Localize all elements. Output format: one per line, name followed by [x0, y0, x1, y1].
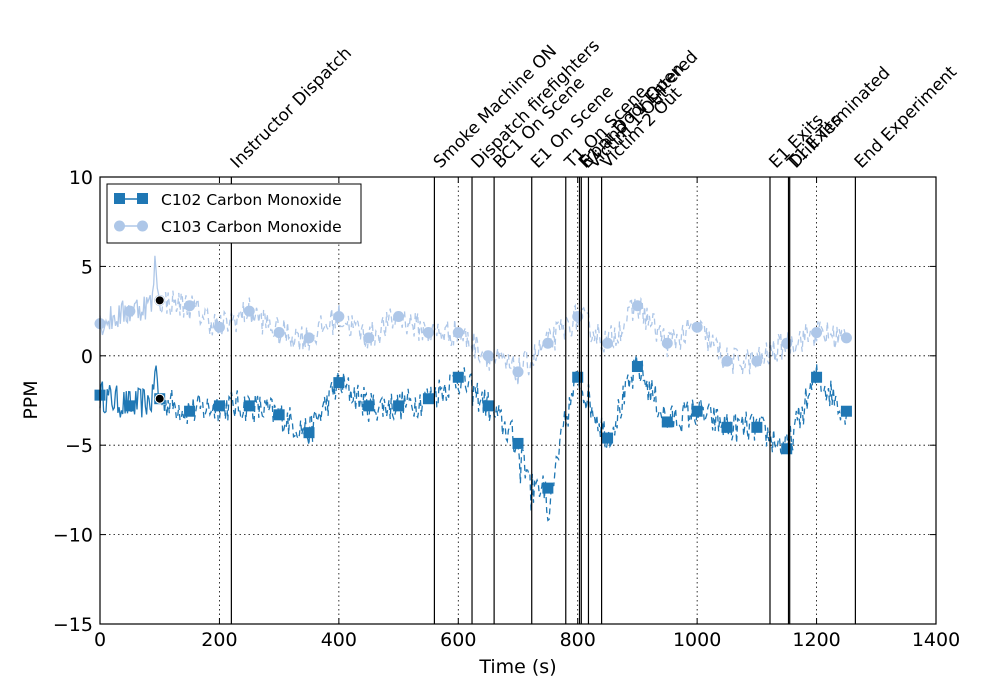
x-tick-label: 1400 — [912, 629, 960, 651]
data-point-c103 — [243, 305, 255, 317]
data-point-c103 — [840, 332, 852, 344]
data-point-c102 — [572, 371, 584, 383]
data-point-c103 — [303, 332, 315, 344]
legend-c102-marker-left — [114, 193, 125, 204]
y-axis-title: PPM — [20, 380, 42, 419]
data-point-c102 — [124, 400, 136, 412]
y-tick-label: 5 — [81, 256, 93, 278]
data-point-c102 — [482, 400, 494, 412]
x-tick-label: 1200 — [792, 629, 840, 651]
legend-c103-marker-left — [114, 220, 125, 232]
data-point-c103 — [422, 327, 434, 339]
data-point-c102 — [542, 482, 554, 494]
data-point-c103 — [184, 300, 196, 312]
x-axis-title: Time (s) — [478, 656, 556, 678]
x-tick-label: 200 — [201, 629, 237, 651]
y-tick-label: −5 — [65, 435, 93, 457]
series-line-dashed — [159, 354, 848, 522]
x-tick-label: 0 — [94, 629, 106, 651]
y-tick-label: 0 — [81, 346, 93, 368]
data-point-c102 — [363, 400, 375, 412]
data-point-c102 — [602, 432, 614, 444]
data-point-c103 — [572, 310, 584, 322]
legend-c103-label: C103 Carbon Monoxide — [161, 218, 342, 236]
data-point-c102 — [422, 393, 434, 405]
y-tick-label: −10 — [53, 525, 93, 547]
data-point-c102 — [452, 371, 464, 383]
legend: C102 Carbon Monoxide C103 Carbon Monoxid… — [106, 183, 362, 244]
data-point-c102 — [840, 405, 852, 417]
highlight-point — [154, 393, 165, 404]
data-point-c103 — [631, 300, 643, 312]
data-point-c102 — [303, 427, 315, 439]
legend-box — [106, 183, 362, 244]
legend-c103-marker-right — [137, 220, 148, 232]
data-point-c102 — [751, 421, 763, 433]
data-point-c103 — [124, 305, 136, 317]
series-line-solid — [99, 365, 161, 418]
data-point-c103 — [542, 337, 554, 349]
data-point-c103 — [691, 321, 703, 333]
data-point-c102 — [333, 377, 345, 389]
data-point-c102 — [781, 443, 793, 455]
plot-frame — [99, 176, 937, 625]
data-point-c103 — [811, 327, 823, 339]
data-point-c103 — [512, 366, 524, 378]
y-tick-label: −15 — [53, 614, 93, 636]
data-point-c102 — [661, 416, 673, 428]
data-point-c102 — [213, 400, 225, 412]
plot-background — [100, 177, 936, 624]
data-point-c102 — [512, 437, 524, 449]
highlight-point — [154, 295, 165, 306]
data-point-c103 — [482, 350, 494, 362]
data-point-c103 — [721, 355, 733, 367]
x-tick-label: 600 — [440, 629, 476, 651]
y-tick-label: 10 — [69, 167, 93, 189]
legend-c102-label: C102 Carbon Monoxide — [161, 191, 342, 209]
data-point-c102 — [691, 405, 703, 417]
data-point-c103 — [273, 327, 285, 339]
data-point-c103 — [661, 337, 673, 349]
data-point-c102 — [811, 371, 823, 383]
data-point-c103 — [363, 332, 375, 344]
x-tick-label: 800 — [560, 629, 596, 651]
legend-c102-marker-right — [137, 193, 148, 204]
data-point-c103 — [602, 337, 614, 349]
data-point-c103 — [751, 355, 763, 367]
data-point-c103 — [333, 310, 345, 322]
axis-ticks: 0 200 400 600 800 1000 1200 1400 −15 −10 −5 0 5 10 — [53, 167, 960, 651]
data-point-c102 — [721, 421, 733, 433]
series-line-solid — [99, 255, 161, 336]
x-tick-label: 400 — [321, 629, 357, 651]
event-label: Instructor Dispatch — [227, 43, 356, 172]
data-point-c102 — [393, 400, 405, 412]
data-point-c103 — [452, 327, 464, 339]
data-point-c103 — [781, 337, 793, 349]
data-point-c102 — [184, 405, 196, 417]
x-tick-label: 1000 — [673, 629, 721, 651]
data-point-c102 — [273, 409, 285, 421]
data-point-c103 — [213, 321, 225, 333]
data-point-c103 — [393, 310, 405, 322]
data-point-c102 — [631, 361, 643, 373]
data-point-c102 — [243, 400, 255, 412]
